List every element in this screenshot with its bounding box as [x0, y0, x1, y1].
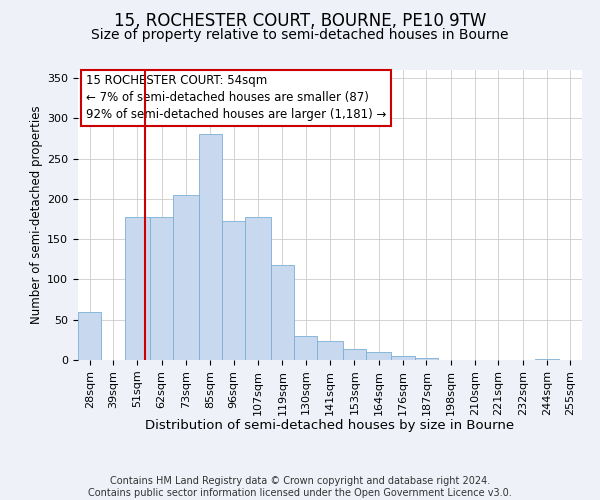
Text: 15, ROCHESTER COURT, BOURNE, PE10 9TW: 15, ROCHESTER COURT, BOURNE, PE10 9TW — [114, 12, 486, 30]
Bar — [150, 218, 173, 360]
Bar — [415, 358, 438, 360]
Text: Contains HM Land Registry data © Crown copyright and database right 2024.
Contai: Contains HM Land Registry data © Crown c… — [88, 476, 512, 498]
Y-axis label: Number of semi-detached properties: Number of semi-detached properties — [30, 106, 43, 324]
Bar — [245, 218, 271, 360]
Bar — [317, 342, 343, 360]
Bar — [173, 195, 199, 360]
Bar — [535, 359, 559, 360]
Text: Size of property relative to semi-detached houses in Bourne: Size of property relative to semi-detach… — [91, 28, 509, 42]
Bar — [125, 218, 150, 360]
Bar — [222, 222, 245, 360]
Bar — [271, 265, 294, 360]
X-axis label: Distribution of semi-detached houses by size in Bourne: Distribution of semi-detached houses by … — [145, 419, 515, 432]
Bar — [199, 134, 222, 360]
Bar — [343, 348, 366, 360]
Bar — [366, 352, 391, 360]
Bar — [294, 336, 317, 360]
Bar — [78, 312, 101, 360]
Text: 15 ROCHESTER COURT: 54sqm
← 7% of semi-detached houses are smaller (87)
92% of s: 15 ROCHESTER COURT: 54sqm ← 7% of semi-d… — [86, 74, 386, 122]
Bar — [391, 356, 415, 360]
